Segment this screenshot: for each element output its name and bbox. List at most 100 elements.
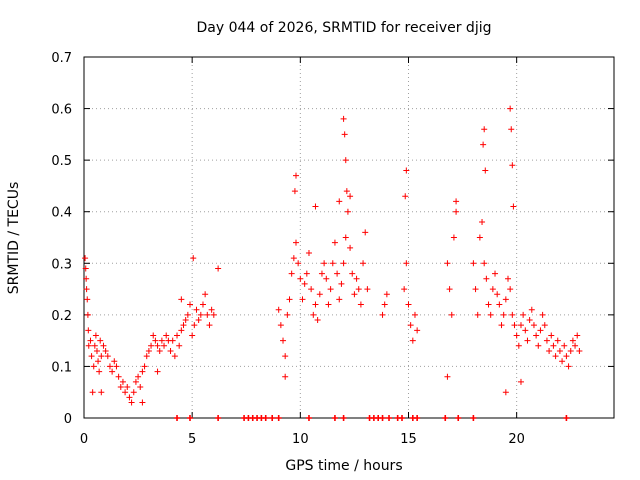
data-point	[98, 353, 105, 360]
zero-point	[455, 415, 462, 421]
data-point	[498, 322, 505, 329]
data-point	[325, 301, 332, 308]
data-point	[360, 260, 367, 267]
x-tick-label: 20	[508, 432, 525, 447]
data-point	[502, 296, 509, 303]
data-point	[152, 337, 159, 344]
plot-frame	[83, 56, 615, 419]
data-point	[407, 322, 414, 329]
data-point	[546, 347, 553, 354]
data-point	[210, 311, 217, 318]
data-point	[548, 332, 555, 339]
zero-point	[262, 415, 269, 421]
data-point	[150, 332, 157, 339]
data-point	[347, 244, 354, 251]
y-tick-label: 0.6	[51, 103, 72, 118]
data-point	[139, 368, 146, 375]
data-point	[95, 358, 102, 365]
data-point	[336, 198, 343, 205]
data-point	[83, 275, 90, 282]
data-point	[574, 332, 581, 339]
data-point	[169, 337, 176, 344]
data-point	[161, 342, 168, 349]
data-point	[82, 255, 89, 262]
y-tick-label: 0.4	[51, 206, 72, 221]
data-point	[111, 358, 118, 365]
data-point	[275, 306, 282, 313]
data-point	[481, 126, 488, 133]
data-point	[343, 188, 350, 195]
data-point	[511, 322, 518, 329]
y-tick-label: 0.7	[51, 51, 72, 66]
data-point	[195, 317, 202, 324]
data-point	[301, 280, 308, 287]
zero-point	[187, 415, 193, 421]
data-point	[485, 301, 492, 308]
data-point	[576, 347, 583, 354]
data-point	[513, 332, 520, 339]
data-point	[97, 337, 104, 344]
data-point	[202, 291, 209, 298]
data-point	[137, 384, 144, 391]
data-point	[517, 322, 524, 329]
axis-ticks: 0 0.1 0.2 0.3 0.4 0.5 0.6 0.7 0 5 10 15 20	[51, 51, 614, 447]
data-point	[453, 208, 460, 215]
data-point	[351, 291, 358, 298]
data-point	[448, 311, 455, 318]
data-point	[541, 322, 548, 329]
data-point	[492, 270, 499, 277]
data-point	[122, 389, 129, 396]
data-point	[344, 208, 351, 215]
data-point	[353, 275, 360, 282]
zero-point	[305, 415, 312, 421]
data-point	[303, 270, 310, 277]
x-tick-label: 0	[80, 432, 88, 447]
data-point	[96, 368, 103, 375]
data-point	[92, 332, 99, 339]
data-point	[515, 342, 522, 349]
data-point	[522, 327, 529, 334]
data-point	[167, 347, 174, 354]
data-point	[537, 327, 544, 334]
data-point	[482, 167, 489, 174]
data-point	[143, 353, 150, 360]
data-point	[174, 332, 181, 339]
data-point	[191, 322, 198, 329]
data-point	[305, 249, 312, 256]
data-point	[509, 162, 516, 169]
data-point	[470, 260, 477, 267]
data-point	[139, 399, 146, 406]
data-point	[520, 311, 527, 318]
zero-point	[275, 415, 282, 421]
data-point	[84, 296, 91, 303]
data-point	[280, 337, 287, 344]
data-point	[135, 373, 142, 380]
zero-point	[340, 415, 347, 421]
data-point	[178, 296, 185, 303]
data-point	[141, 363, 148, 370]
data-point	[299, 296, 306, 303]
data-point	[502, 389, 509, 396]
y-tick-label: 0.1	[51, 360, 72, 375]
data-point	[383, 291, 390, 298]
data-point	[517, 378, 524, 385]
data-point	[145, 347, 152, 354]
zero-point	[215, 415, 222, 421]
data-point	[402, 193, 409, 200]
zero-point	[386, 415, 393, 421]
data-point	[154, 342, 161, 349]
grid-lines	[84, 57, 614, 418]
data-point	[341, 131, 348, 138]
data-point	[115, 373, 122, 380]
data-point	[338, 280, 345, 287]
data-point	[496, 301, 503, 308]
data-point	[479, 219, 486, 226]
data-point	[524, 337, 531, 344]
data-point	[563, 353, 570, 360]
zero-point	[470, 415, 477, 421]
data-point	[323, 275, 330, 282]
data-point	[476, 234, 483, 241]
data-point	[329, 260, 336, 267]
data-point	[208, 306, 215, 313]
data-point	[286, 296, 293, 303]
